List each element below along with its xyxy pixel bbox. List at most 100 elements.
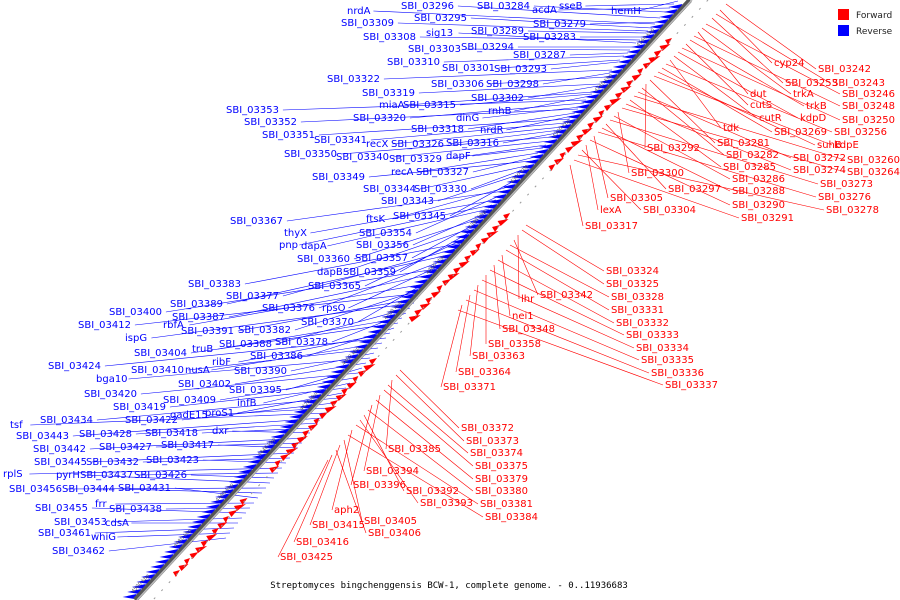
leader-line [343, 226, 476, 273]
leader-line [190, 322, 399, 354]
reverse-gene [279, 424, 294, 429]
leader-line [232, 430, 311, 434]
gene-label: rnhB [488, 106, 512, 117]
gene-label: SBI_03298 [486, 79, 539, 90]
reverse-gene [131, 584, 146, 589]
reverse-gene [520, 164, 535, 169]
reverse-gene [487, 199, 502, 204]
gene-label: SBI_03285 [723, 162, 776, 173]
leader-line [527, 30, 647, 34]
forward-gene [570, 140, 583, 147]
reverse-gene [418, 274, 433, 279]
leader-line [202, 459, 287, 464]
leader-lines [29, 0, 846, 558]
gene-label: SBI_03396 [353, 480, 406, 491]
reverse-gene [608, 69, 623, 74]
forward-gene [559, 152, 566, 159]
legend-forward-swatch [838, 9, 849, 20]
gene-label: SBI_03330 [414, 184, 467, 195]
leader-line [189, 282, 431, 326]
gene-label: SBI_03391 [181, 326, 234, 337]
gene-label: SBI_03304 [643, 205, 696, 216]
leader-line [309, 444, 341, 526]
forward-gene [206, 534, 218, 541]
leader-line [489, 269, 625, 336]
gene-label: gadE15 [170, 410, 208, 421]
gene-label: SBI_03388 [219, 339, 272, 350]
reverse-gene [515, 169, 530, 174]
leader-line [585, 3, 675, 7]
forward-gene [497, 219, 509, 226]
forward-gene [458, 261, 470, 268]
gene-label: dinG [456, 113, 479, 124]
gene-label: SBI_03335 [641, 355, 694, 366]
leader-line [397, 22, 649, 32]
gene-label: SBI_03295 [414, 13, 467, 24]
gene-label: SBI_03290 [732, 200, 785, 211]
gene-label: SBI_03444 [62, 484, 115, 495]
reverse-gene [413, 279, 428, 284]
reverse-gene [404, 289, 419, 294]
leader-line [558, 7, 671, 11]
reverse-gene [511, 174, 526, 179]
leader-line [104, 337, 387, 367]
leader-line [665, 63, 833, 133]
reverse-gene [339, 359, 354, 364]
reverse-gene [326, 374, 341, 379]
reverse-gene [316, 384, 331, 389]
gene-label: sseB [559, 1, 583, 12]
forward-gene [357, 370, 367, 377]
reverse-gene [224, 484, 239, 489]
leader-line [517, 234, 520, 300]
leader-line [282, 99, 587, 111]
gene-label: SBI_03353 [226, 105, 279, 116]
leader-line [443, 55, 625, 63]
leader-line [621, 107, 846, 173]
forward-gene [486, 231, 499, 238]
legend-reverse-swatch [838, 25, 849, 36]
gene-label: SBI_03253 [785, 78, 838, 89]
reverse-gene [390, 304, 405, 309]
gene-label: SBI_03341 [314, 135, 367, 146]
leader-line [348, 262, 447, 309]
gene-label: SBI_03393 [420, 498, 473, 509]
gene-label: SBI_03400 [109, 307, 162, 318]
reverse-gene [524, 159, 539, 164]
leader-line [392, 140, 551, 158]
reverse-gene [635, 39, 650, 44]
gene-label: SBI_03423 [146, 455, 199, 466]
forward-gene [665, 38, 672, 45]
leader-line [569, 164, 584, 227]
leader-line [331, 429, 353, 511]
leader-line [363, 394, 381, 472]
gene-label: lhr [521, 294, 535, 305]
genome-backbone-highlight [136, 0, 693, 600]
gene-label: SBI_03443 [16, 431, 69, 442]
leader-line [497, 259, 615, 324]
gene-label: SBI_03424 [48, 361, 101, 372]
gene-label: pnp [279, 240, 298, 251]
gene-label: SBI_03308 [363, 32, 416, 43]
gene-label: SBI_03310 [387, 57, 440, 68]
leader-line [299, 204, 493, 246]
leader-line [542, 72, 611, 85]
forward-gene [274, 460, 281, 467]
gene-label: SBI_03412 [78, 320, 131, 331]
forward-gene [503, 213, 511, 220]
leader-line [467, 112, 576, 130]
reverse-gene [659, 14, 674, 19]
gene-label: rbfA [163, 320, 184, 331]
reverse-gene [302, 399, 317, 404]
gene-label: dapB [317, 267, 343, 278]
leader-line [411, 221, 480, 259]
gene-label: SBI_03301 [442, 63, 495, 74]
gene-label: dxr [212, 426, 229, 437]
gene-label: rplS [3, 469, 23, 480]
gene-label: rpsO [322, 303, 346, 314]
gene-label: SBI_03300 [631, 168, 684, 179]
gene-label: sig13 [426, 28, 453, 39]
gene-label: cdsA [105, 518, 129, 529]
forward-gene [453, 267, 462, 274]
gene-label: SBI_03390 [234, 366, 287, 377]
leader-line [327, 208, 490, 247]
